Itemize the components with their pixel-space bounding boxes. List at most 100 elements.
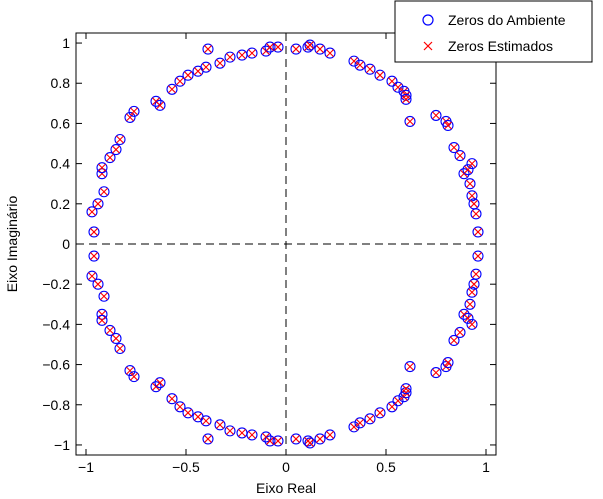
zero-estimado-point: [292, 45, 300, 53]
zero-estimado-point: [466, 179, 474, 188]
zero-ambiente-point: [124, 365, 136, 377]
zero-ambiente-point: [354, 417, 366, 429]
legend-marker-circle: [422, 14, 434, 26]
legend-box: [394, 0, 593, 63]
zero-estimado-point: [116, 135, 124, 144]
zero-ambiente-point: [454, 326, 466, 338]
zero-estimado-point: [316, 45, 324, 53]
zero-ambiente-point: [374, 407, 386, 419]
y-axis-label: Eixo Imaginário: [4, 196, 20, 293]
zero-ambiente-point: [470, 268, 482, 280]
zero-ambiente-point: [470, 208, 482, 220]
zero-ambiente-point: [128, 105, 140, 117]
zero-estimado-point: [470, 199, 478, 208]
legend-marker-x: [423, 41, 433, 51]
zero-ambiente-point: [202, 433, 214, 445]
zero-estimado-point: [106, 153, 114, 162]
zero-ambiente-point: [454, 150, 466, 162]
y-ticks: −1 −0.8 −0.6 −0.4 −0.2 0 0.2 0.4 0.6 0.8 1: [42, 35, 496, 453]
zero-ambiente-point: [448, 334, 460, 347]
zero-estimado-point: [216, 59, 224, 68]
zero-ambiente-point: [324, 47, 336, 59]
zero-estimado-point: [194, 412, 202, 421]
zero-estimado-point: [468, 159, 476, 168]
zero-estimado-point: [88, 207, 96, 216]
zero-ambiente-point: [430, 367, 442, 379]
zero-estimado-point: [156, 101, 164, 110]
zero-ambiente-point: [386, 401, 398, 413]
zero-estimado-point: [98, 169, 106, 178]
zero-ambiente-point: [104, 324, 116, 336]
zero-ambiente-point: [404, 115, 416, 127]
zero-ambiente-point: [290, 433, 302, 445]
zero-estimado-point: [156, 378, 164, 387]
zero-ambiente-point: [386, 75, 398, 87]
zero-ambiente-point: [400, 93, 412, 105]
zero-estimado-point: [168, 394, 176, 403]
y-tick-label: −0.2: [42, 276, 70, 292]
zero-ambiente-point: [154, 99, 166, 111]
zero-ambiente-point: [354, 59, 366, 71]
zero-estimado-point: [274, 43, 282, 51]
zero-ambiente-point: [464, 298, 476, 310]
axes: −1 −0.5 0 0.5 1 −1 −0.8 −0.6 −0.4 −0.2 0 0.2 0.4 0.6…: [42, 32, 497, 475]
legend: Zeros do Ambiente Zeros Estimados: [394, 0, 593, 63]
x-tick-label: −0.5: [172, 459, 200, 475]
zero-estimado-point: [204, 435, 212, 443]
zero-estimado-point: [444, 358, 452, 367]
zero-ambiente-point: [246, 429, 258, 441]
zero-ambiente-point: [400, 89, 412, 101]
zero-ambiente-point: [374, 69, 386, 81]
zero-ambiente-point: [466, 318, 478, 330]
zero-ambiente-point: [304, 39, 316, 51]
zero-estimado-point: [356, 61, 364, 70]
zero-estimado-point: [432, 111, 440, 120]
zero-ambiente-point: [200, 415, 212, 427]
zero-ambiente-point: [182, 407, 194, 419]
zero-estimado-point: [468, 320, 476, 329]
zero-ambiente-point: [448, 141, 460, 154]
y-tick-label: 0.2: [51, 196, 71, 212]
zero-ambiente-point: [364, 413, 376, 425]
y-tick-label: −0.8: [42, 397, 70, 413]
zero-ambiente-point: [462, 312, 474, 324]
zero-estimado-point: [126, 113, 134, 122]
zero-estimado-point: [112, 334, 120, 343]
zero-estimado-point: [98, 310, 106, 319]
zero-ambiente-point: [246, 47, 258, 59]
zero-ambiente-point: [348, 421, 360, 433]
zero-estimado-point: [98, 163, 106, 172]
zero-ambiente-point: [304, 437, 316, 449]
zero-ambiente-point: [364, 63, 376, 75]
zero-estimado-point: [464, 314, 472, 323]
zero-ambiente-point: [150, 381, 162, 393]
zero-estimado-point: [366, 65, 374, 74]
zero-estimado-point: [226, 53, 234, 62]
x-tick-label: 1: [482, 459, 490, 475]
zero-estimado-point: [106, 326, 114, 335]
zero-ambiente-point: [88, 226, 100, 238]
zero-ambiente-point: [272, 41, 284, 53]
zero-estimado-point: [394, 396, 402, 405]
zero-estimado-point: [100, 292, 108, 301]
zero-estimado-point: [176, 77, 184, 86]
zero-estimado-point: [474, 252, 482, 260]
zero-estimado-point: [248, 431, 256, 439]
zero-estimado-point: [94, 199, 102, 208]
zero-ambiente-point: [442, 119, 454, 131]
zero-estimado-point: [468, 288, 476, 297]
zero-estimado-point: [202, 63, 210, 72]
zero-estimado-point: [184, 71, 192, 80]
zero-ambiente-point: [290, 43, 302, 55]
zero-ambiente-point: [314, 43, 326, 55]
zero-ambiente-point: [464, 178, 476, 190]
zero-ambiente-point: [260, 45, 272, 57]
y-tick-label: 0: [62, 236, 70, 252]
zero-ambiente-point: [86, 206, 98, 218]
zero-ambiente-point: [92, 278, 104, 290]
x-tick-label: −1: [78, 459, 94, 475]
zero-ambiente-point: [96, 162, 108, 174]
zero-estimado-point: [94, 280, 102, 289]
zero-ambiente-point: [96, 308, 108, 320]
data-points: [86, 39, 484, 449]
